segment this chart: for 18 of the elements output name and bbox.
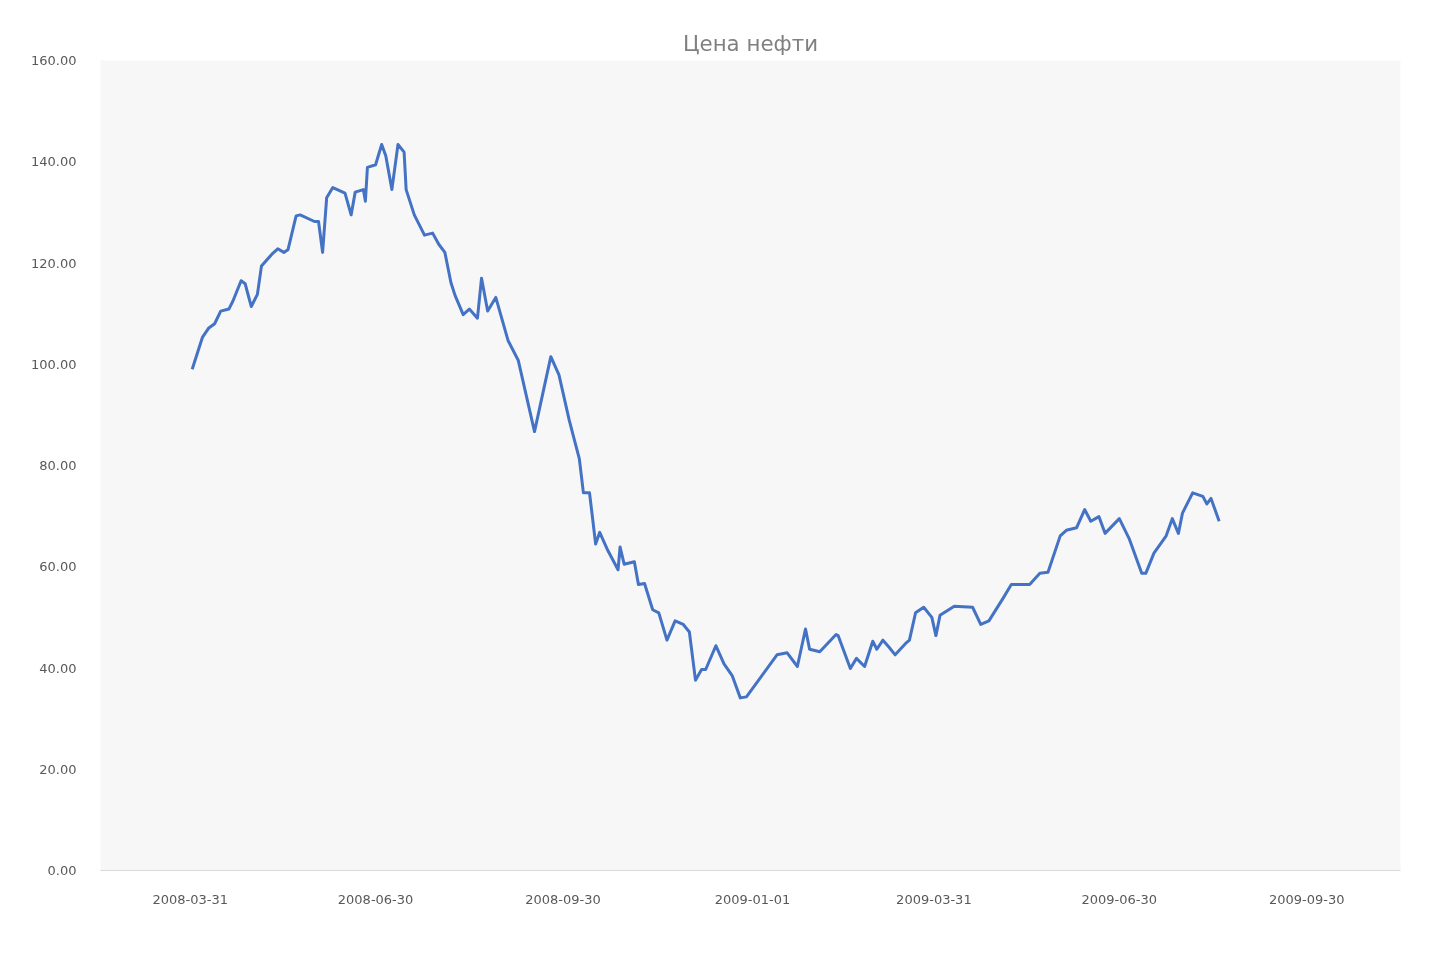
x-tick-label: 2009-09-30 xyxy=(1268,891,1345,907)
y-tick-label: 60.00 xyxy=(39,559,77,575)
y-tick-label: 80.00 xyxy=(39,458,77,473)
x-tick-label: 2009-01-01 xyxy=(714,891,791,907)
x-tick-label: 2009-03-31 xyxy=(896,891,972,907)
y-tick-label: 20.00 xyxy=(39,761,77,777)
x-tick-label: 2008-03-31 xyxy=(152,891,228,907)
x-tick-label: 2009-06-30 xyxy=(1081,891,1158,907)
y-tick-label: 40.00 xyxy=(39,660,77,676)
line-series xyxy=(190,143,1221,700)
y-tick-label: 160.00 xyxy=(31,53,77,68)
y-tick-label: 120.00 xyxy=(31,255,77,271)
y-tick-label: 140.00 xyxy=(31,154,77,170)
x-tick-label: 2008-09-30 xyxy=(525,891,601,907)
chart-title: Цена нефти xyxy=(682,30,819,56)
x-tick-label: 2008-06-30 xyxy=(337,891,414,907)
y-tick-label: 100.00 xyxy=(31,356,77,372)
y-tick-label: 0.00 xyxy=(47,863,77,878)
